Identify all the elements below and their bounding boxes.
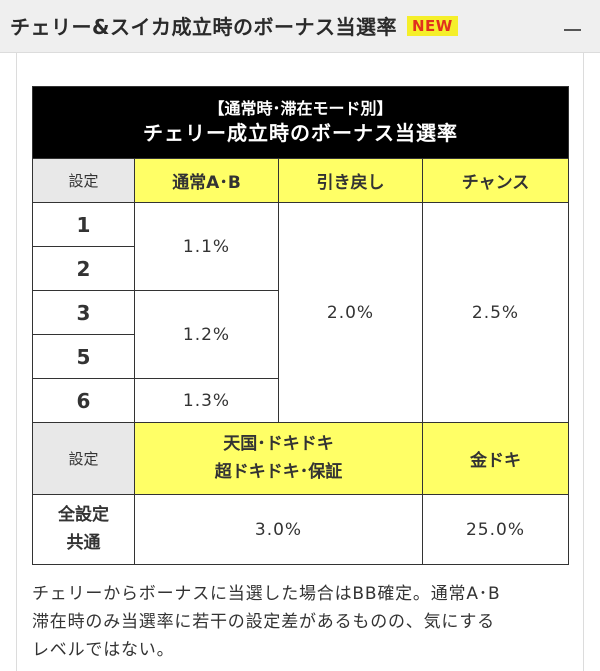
header-hikimodoshi: 引き戻し [278, 158, 423, 203]
table-title: 【通常時･滞在モード別】 チェリー成立時のボーナス当選率 [32, 86, 569, 159]
collapse-icon[interactable] [562, 18, 584, 40]
note-line2: 滞在時のみ当選率に若干の設定差があるものの、気にする [32, 612, 495, 632]
new-badge: NEW [406, 16, 458, 36]
note-text: チェリーからボーナスに当選した場合はBB確定。通常A･B 滞在時のみ当選率に若干… [32, 580, 572, 664]
common-line1: 全設定 [58, 505, 109, 526]
header-tengoku-line1: 天国･ドキドキ [223, 434, 334, 455]
note-line3: レベルではない。 [32, 640, 175, 660]
setting-cell: 5 [32, 334, 135, 379]
table-title-line1: 【通常時･滞在モード別】 [208, 99, 393, 119]
section-title-text: チェリー&スイカ成立時のボーナス当選率 [10, 15, 397, 39]
tengoku-value: 3.0% [134, 494, 423, 565]
header-kindoki: 金ドキ [422, 422, 569, 495]
setting-cell: 1 [32, 202, 135, 247]
common-line2: 共通 [66, 532, 101, 553]
header-setting: 設定 [32, 158, 135, 203]
chance-value: 2.5% [422, 202, 569, 423]
common-setting-cell: 全設定 共通 [32, 494, 135, 565]
table-title-line2: チェリー成立時のボーナス当選率 [143, 120, 458, 145]
setting-cell: 2 [32, 246, 135, 291]
header-setting-2: 設定 [32, 422, 135, 495]
section-panel [16, 52, 584, 671]
normal-value: 1.1% [134, 202, 279, 291]
section-header[interactable]: チェリー&スイカ成立時のボーナス当選率 NEW [0, 0, 600, 53]
header-chance: チャンス [422, 158, 569, 203]
normal-value: 1.2% [134, 290, 279, 379]
hikimodoshi-value: 2.0% [278, 202, 423, 423]
kindoki-value: 25.0% [422, 494, 569, 565]
bonus-rate-table: 【通常時･滞在モード別】 チェリー成立時のボーナス当選率 設定 通常A･B 引き… [32, 86, 569, 565]
setting-cell: 6 [32, 378, 135, 423]
normal-value: 1.3% [134, 378, 279, 423]
header-tengoku-line2: 超ドキドキ･保証 [214, 461, 343, 482]
setting-cell: 3 [32, 290, 135, 335]
note-line1: チェリーからボーナスに当選した場合はBB確定。通常A･B [32, 584, 501, 604]
header-tengoku: 天国･ドキドキ 超ドキドキ･保証 [134, 422, 423, 495]
header-normal: 通常A･B [134, 158, 279, 203]
section-title: チェリー&スイカ成立時のボーナス当選率 NEW [10, 11, 458, 40]
